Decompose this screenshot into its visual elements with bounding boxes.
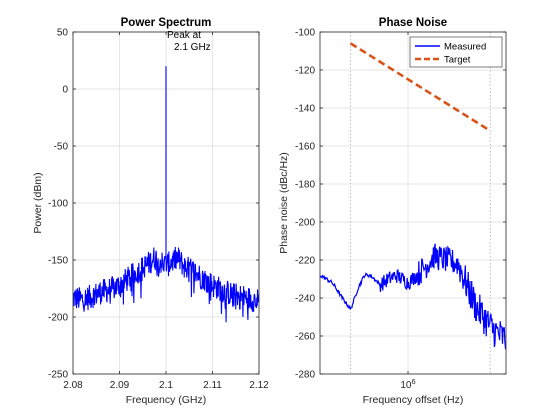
y-tick-label: -100 <box>295 28 315 39</box>
y-tick-label: -200 <box>48 313 68 324</box>
y-tick-label: -160 <box>295 142 315 153</box>
y-tick-label: -200 <box>295 218 315 229</box>
power-spectrum-ylabel: Power (dBm) <box>32 172 44 233</box>
y-tick-label: -100 <box>48 199 68 210</box>
power-spectrum-title: Power Spectrum <box>121 17 212 29</box>
y-tick-label: -280 <box>295 370 315 381</box>
y-tick-label: -240 <box>295 294 315 305</box>
power-spectrum-lines <box>72 66 260 323</box>
power-spectrum-axes: -250 -200 -150 -100 -50 0 50 2.08 2.09 2.1 2.11 2.1… <box>32 17 269 406</box>
x-tick-label: 2.09 <box>110 380 130 391</box>
y-tick-label: -150 <box>48 256 68 267</box>
y-tick-label: -50 <box>54 142 69 153</box>
y-tick-label: 0 <box>62 85 68 96</box>
y-tick-label: -250 <box>48 370 68 381</box>
y-tick-label: -260 <box>295 332 315 343</box>
phase-noise-title: Phase Noise <box>379 17 447 29</box>
y-tick-label: 50 <box>57 28 69 39</box>
phase-noise-xlabel: Frequency offset (Hz) <box>363 394 464 406</box>
x-tick-label: 2.1 <box>159 380 173 391</box>
phase-noise-ylabel: Phase noise (dBc/Hz) <box>278 152 290 254</box>
legend-entry: Target <box>444 55 471 66</box>
phase-noise-lines <box>319 42 507 350</box>
spectrum-series-line <box>72 66 260 323</box>
power-spectrum-xlabel: Frequency (GHz) <box>126 394 207 406</box>
legend-entry: Measured <box>444 42 486 53</box>
peak-annotation-line1: Peak at <box>167 30 201 41</box>
y-tick-label: -180 <box>295 180 315 191</box>
phase-noise-ticks: -280 -260 -240 -220 -200 -180 -160 -140 -120 -100… <box>295 28 506 391</box>
y-tick-label: -220 <box>295 256 315 267</box>
x-tick-label: 2.08 <box>63 380 83 391</box>
measured-series-line <box>319 243 507 350</box>
x-tick-label: 2.12 <box>249 380 269 391</box>
target-series-line <box>349 42 491 132</box>
y-tick-label: -120 <box>295 66 315 77</box>
x-tick-label: 2.11 <box>203 380 222 391</box>
y-tick-label: -140 <box>295 104 315 115</box>
phase-noise-legend: Measured Target <box>409 36 503 68</box>
power-spectrum-ticks: -250 -200 -150 -100 -50 0 50 2.08 2.09 2.1 2.11 2.1… <box>48 28 269 392</box>
phase-noise-axes: -280 -260 -240 -220 -200 -180 -160 -140 -120 -100… <box>278 17 507 406</box>
power-spectrum-annotations: Peak at2.1 GHz <box>167 30 211 53</box>
peak-annotation-line2: 2.1 GHz <box>174 42 211 53</box>
legend-box <box>409 36 503 68</box>
